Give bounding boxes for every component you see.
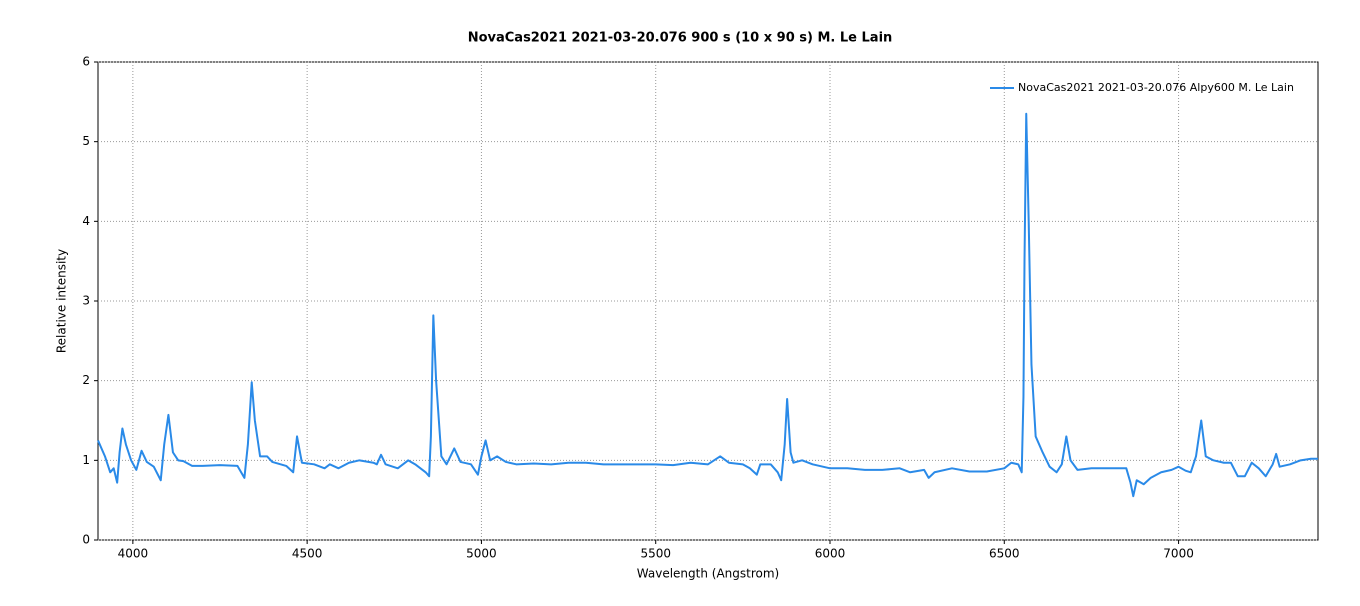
x-tick-label: 5000 (466, 547, 497, 561)
x-tick-label: 6000 (815, 547, 846, 561)
y-tick-label: 5 (82, 134, 90, 148)
x-tick-label: 4000 (118, 547, 149, 561)
y-tick-label: 2 (82, 373, 90, 387)
y-tick-label: 0 (82, 533, 90, 547)
x-axis-label: Wavelength (Angstrom) (637, 567, 779, 581)
y-axis-label: Relative intensity (55, 249, 69, 353)
legend-label: NovaCas2021 2021-03-20.076 Alpy600 M. Le… (1018, 81, 1294, 94)
spectrum-line (97, 112, 1318, 498)
x-tick-label: 6500 (989, 547, 1020, 561)
x-tick-label: 4500 (292, 547, 323, 561)
y-tick-label: 3 (82, 294, 90, 308)
y-tick-label: 4 (82, 214, 90, 228)
chart-title: NovaCas2021 2021-03-20.076 900 s (10 x 9… (468, 31, 893, 46)
x-tick-label: 5500 (640, 547, 671, 561)
y-tick-label: 1 (82, 453, 90, 467)
x-tick-label: 7000 (1163, 547, 1194, 561)
y-tick-label: 6 (82, 55, 90, 69)
